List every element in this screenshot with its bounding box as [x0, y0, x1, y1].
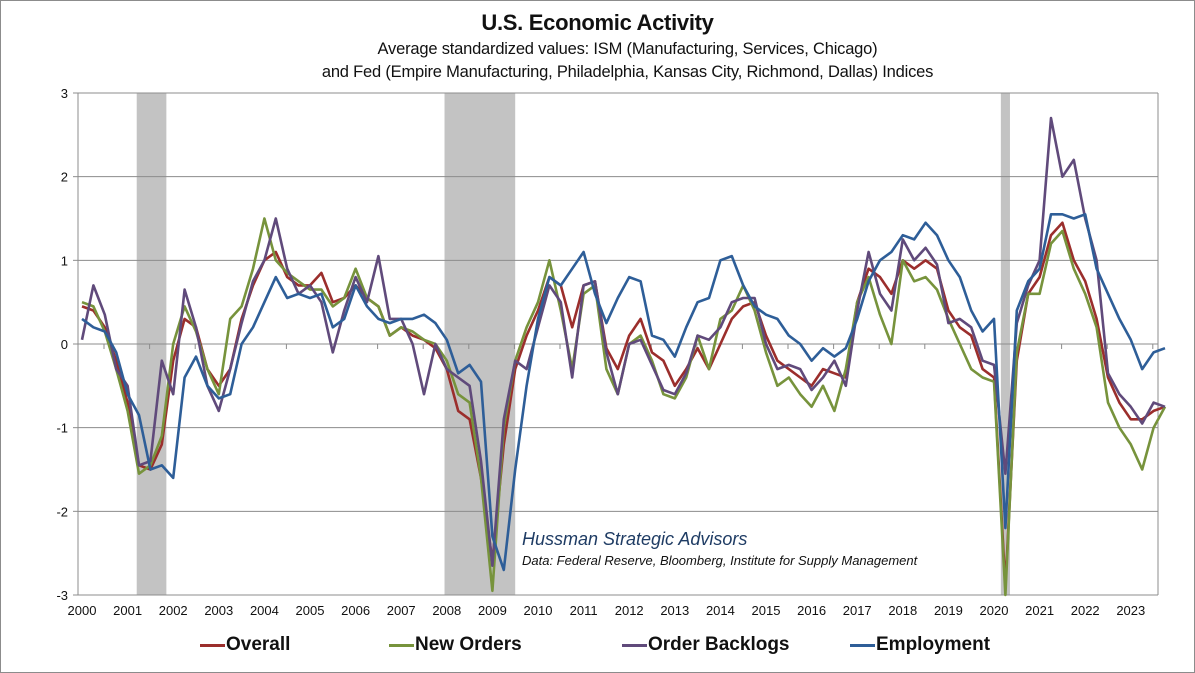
legend-item-employment[interactable]: Employment [850, 634, 990, 656]
x-tick-label: 2016 [797, 603, 826, 618]
legend-label-new-orders: New Orders [415, 634, 522, 655]
source-firm-annotation: Hussman Strategic Advisors [522, 529, 747, 549]
x-tick-label: 2001 [113, 603, 142, 618]
legend-label-order-backlogs: Order Backlogs [648, 634, 790, 655]
series-line-order-backlogs [80, 116, 1166, 568]
data-source-annotation: Data: Federal Reserve, Bloomberg, Instit… [522, 553, 919, 568]
y-tick-label: 2 [61, 170, 68, 185]
legend-swatch-order-backlogs [622, 643, 647, 647]
x-tick-label: 2008 [432, 603, 461, 618]
chart-title: U.S. Economic Activity [481, 10, 714, 35]
series-lines [80, 116, 1167, 597]
y-tick-label: -2 [56, 504, 68, 519]
x-tick-label: 2011 [570, 603, 598, 618]
legend-label-overall: Overall [226, 634, 291, 655]
x-tick-label: 2006 [341, 603, 370, 618]
y-tick-label: -1 [56, 421, 68, 436]
legend-label-employment: Employment [876, 634, 991, 655]
x-tick-label: 2012 [615, 603, 644, 618]
y-tick-label: 1 [61, 253, 68, 268]
x-tick-label: 2010 [524, 603, 553, 618]
x-tick-label: 2023 [1116, 603, 1145, 618]
x-tick-label: 2020 [980, 603, 1009, 618]
legend-item-overall[interactable]: Overall [200, 634, 290, 656]
chart-subtitle-line-1: Average standardized values: ISM (Manufa… [377, 40, 878, 58]
chart-subtitle-line-2: and Fed (Empire Manufacturing, Philadelp… [321, 63, 934, 81]
y-tick-label: 3 [61, 86, 68, 101]
x-tick-label: 2003 [204, 603, 233, 618]
gridlines [73, 92, 1158, 596]
x-tick-label: 2014 [706, 603, 735, 618]
y-tick-label: -3 [56, 588, 68, 603]
legend-swatch-new-orders [389, 643, 414, 647]
legend-item-order-backlogs[interactable]: Order Backlogs [622, 634, 790, 656]
y-axis-labels: 3 2 1 0 -1 -2 -3 [56, 86, 68, 603]
x-tick-label: 2002 [159, 603, 188, 618]
x-axis-labels: 2000 2001 2002 2003 2004 2005 2006 2007 2008 2009… [68, 603, 1146, 618]
legend-swatch-overall [200, 643, 225, 647]
series-line-employment [81, 213, 1166, 572]
x-tick-label: 2017 [843, 603, 872, 618]
x-tick-label: 2019 [934, 603, 963, 618]
legend-item-new-orders[interactable]: New Orders [389, 634, 522, 656]
x-tick-label: 2000 [68, 603, 97, 618]
x-tick-label: 2007 [387, 603, 416, 618]
x-tick-label: 2005 [296, 603, 325, 618]
x-tick-label: 2004 [250, 603, 279, 618]
x-tick-label: 2021 [1025, 603, 1054, 618]
x-tick-label: 2013 [660, 603, 689, 618]
x-tick-label: 2009 [478, 603, 507, 618]
x-tick-label: 2022 [1071, 603, 1100, 618]
x-tick-label: 2015 [752, 603, 781, 618]
chart-legend: Overall New Orders Order Backlogs Employ… [0, 634, 1195, 660]
legend-swatch-employment [850, 643, 875, 647]
y-tick-label: 0 [61, 337, 68, 352]
x-tick-label: 2018 [888, 603, 917, 618]
